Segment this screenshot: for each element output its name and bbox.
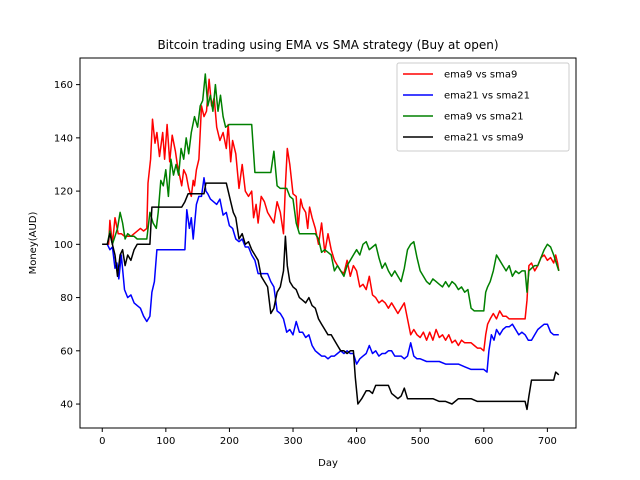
plot-area — [102, 73, 560, 411]
y-tick-label: 40 — [60, 400, 73, 411]
legend: ema9 vs sma9 ema21 vs sma21 ema9 vs sma21 e… — [396, 62, 570, 152]
y-tick-label: 160 — [54, 80, 73, 91]
y-axis-label: Money(AUD) — [28, 211, 39, 274]
y-tick-label: 60 — [60, 346, 73, 357]
x-tick-label: 0 — [99, 436, 105, 447]
legend-label-1: ema9 vs sma9 — [444, 70, 517, 81]
x-tick-label: 100 — [156, 436, 175, 447]
y-tick-label: 80 — [60, 293, 73, 304]
axes-frame — [79, 57, 577, 429]
x-tick-label: 700 — [538, 436, 557, 447]
series-line-3 — [102, 73, 560, 312]
x-tick-label: 300 — [283, 436, 302, 447]
y-tick-label: 100 — [54, 240, 73, 251]
y-tick-label: 140 — [54, 133, 73, 144]
x-axis: 0 100 200 300 400 500 600 700 — [99, 428, 557, 447]
x-tick-label: 500 — [411, 436, 430, 447]
legend-frame — [396, 62, 570, 152]
x-tick-label: 600 — [474, 436, 493, 447]
x-axis-label: Day — [318, 458, 338, 469]
x-tick-label: 400 — [347, 436, 366, 447]
y-tick-label: 120 — [54, 187, 73, 198]
y-axis: 40 60 80 100 120 140 160 — [54, 80, 80, 411]
series-line-2 — [102, 177, 559, 373]
series-line-4 — [102, 182, 560, 411]
chart-title: Bitcoin trading using EMA vs SMA strateg… — [157, 38, 498, 52]
legend-label-4: ema21 vs sma9 — [444, 133, 524, 144]
legend-label-3: ema9 vs sma21 — [444, 112, 524, 123]
x-tick-label: 200 — [220, 436, 239, 447]
legend-label-2: ema21 vs sma21 — [444, 91, 530, 102]
